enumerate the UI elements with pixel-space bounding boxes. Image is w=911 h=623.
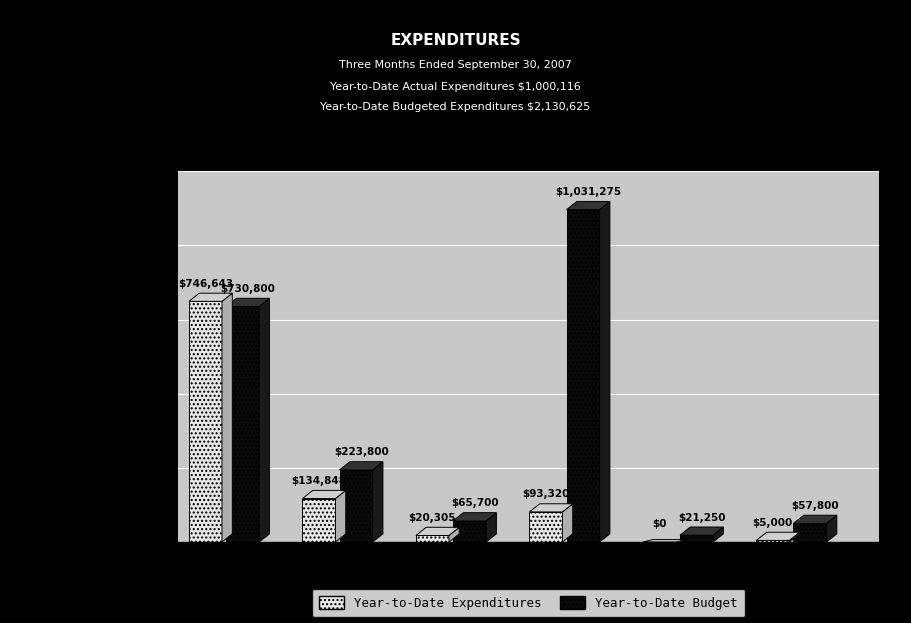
Polygon shape <box>335 490 346 542</box>
Bar <box>416 535 449 542</box>
Bar <box>453 521 486 542</box>
Bar <box>226 307 259 542</box>
Polygon shape <box>756 532 800 540</box>
Polygon shape <box>789 532 800 542</box>
Polygon shape <box>226 298 270 307</box>
Text: $93,320: $93,320 <box>522 489 569 499</box>
Polygon shape <box>222 293 232 542</box>
Bar <box>567 209 599 542</box>
Polygon shape <box>643 540 686 542</box>
Text: $20,305: $20,305 <box>409 513 456 523</box>
Polygon shape <box>529 504 573 512</box>
Text: $730,800: $730,800 <box>220 284 275 294</box>
Text: $1,031,275: $1,031,275 <box>555 187 621 197</box>
Polygon shape <box>449 527 459 542</box>
Polygon shape <box>680 527 723 535</box>
Text: Three Months Ended September 30, 2007: Three Months Ended September 30, 2007 <box>339 60 572 70</box>
Polygon shape <box>713 527 723 542</box>
Polygon shape <box>302 490 346 498</box>
Polygon shape <box>567 201 609 209</box>
Polygon shape <box>826 515 837 542</box>
Bar <box>793 523 826 542</box>
Text: $223,800: $223,800 <box>334 447 389 457</box>
Polygon shape <box>599 201 609 542</box>
Legend: Year-to-Date Expenditures, Year-to-Date Budget: Year-to-Date Expenditures, Year-to-Date … <box>312 589 745 617</box>
Polygon shape <box>486 513 496 542</box>
Polygon shape <box>416 527 459 535</box>
Bar <box>302 498 335 542</box>
Text: $134,848: $134,848 <box>292 476 346 486</box>
Text: Year-to-Date Budgeted Expenditures $2,130,625: Year-to-Date Budgeted Expenditures $2,13… <box>321 102 590 112</box>
Polygon shape <box>340 462 383 470</box>
Bar <box>756 540 789 542</box>
Polygon shape <box>373 462 383 542</box>
Text: $65,700: $65,700 <box>451 498 498 508</box>
Bar <box>529 512 562 542</box>
Bar <box>189 302 222 542</box>
Bar <box>340 470 373 542</box>
Text: EXPENDITURES: EXPENDITURES <box>390 33 521 48</box>
Polygon shape <box>189 293 232 302</box>
Bar <box>680 535 713 542</box>
Polygon shape <box>562 504 573 542</box>
Polygon shape <box>259 298 270 542</box>
Text: $57,800: $57,800 <box>792 501 839 511</box>
Text: Year-to-Date Actual Expenditures $1,000,116: Year-to-Date Actual Expenditures $1,000,… <box>330 82 581 92</box>
Polygon shape <box>453 513 496 521</box>
Text: $746,643: $746,643 <box>178 278 233 288</box>
Text: $0: $0 <box>652 520 667 530</box>
Text: $5,000: $5,000 <box>752 518 793 528</box>
Polygon shape <box>793 515 837 523</box>
Text: $21,250: $21,250 <box>678 513 725 523</box>
